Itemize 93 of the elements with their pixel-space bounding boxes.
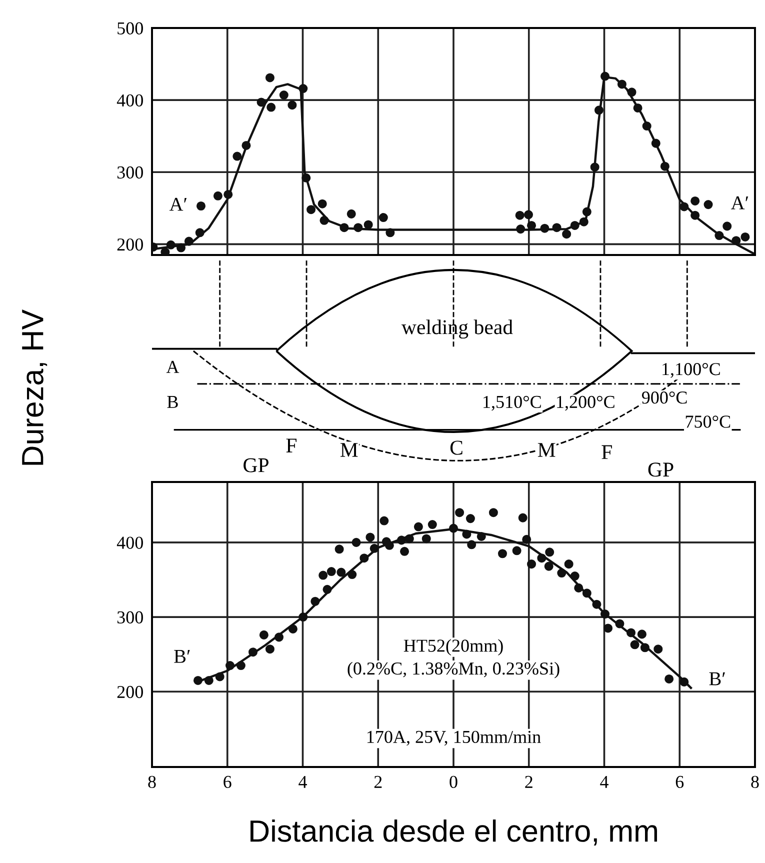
point xyxy=(570,220,580,230)
point xyxy=(320,216,329,225)
point xyxy=(256,98,266,107)
point xyxy=(690,196,700,206)
point xyxy=(306,205,316,214)
point xyxy=(515,210,524,220)
text: A xyxy=(166,360,180,373)
point xyxy=(279,90,288,100)
point xyxy=(364,220,373,230)
point xyxy=(242,140,251,150)
point xyxy=(617,80,626,89)
point xyxy=(651,138,660,148)
point xyxy=(590,162,600,172)
x-tick-label: 2 xyxy=(525,776,532,788)
point xyxy=(552,223,562,232)
y-axis-title: Dureza, HV xyxy=(22,310,48,465)
text: 900°C xyxy=(642,391,687,404)
point xyxy=(627,88,636,97)
point xyxy=(386,228,395,238)
text: C xyxy=(450,440,462,455)
point xyxy=(722,222,732,231)
annotation: (0.2%C, 1.38%Mn, 0.23%Si) xyxy=(348,662,560,678)
point xyxy=(579,217,588,226)
text: M xyxy=(340,443,358,457)
x-tick-label: 4 xyxy=(600,776,608,788)
point xyxy=(176,243,186,252)
x-tick-label: 6 xyxy=(676,776,684,788)
point xyxy=(166,240,176,250)
x-tick-label: 8 xyxy=(751,776,759,788)
point xyxy=(340,223,349,232)
x-tick-label: 2 xyxy=(374,776,382,788)
text: B xyxy=(167,396,178,408)
point xyxy=(660,162,670,171)
point xyxy=(562,230,572,239)
text: GP xyxy=(244,458,268,472)
text: GP xyxy=(648,462,674,477)
point xyxy=(633,103,642,113)
point xyxy=(540,224,550,233)
annotation: A′ xyxy=(730,196,748,210)
point xyxy=(704,200,713,210)
x-axis-title: Distancia desde el centro, mm xyxy=(250,819,657,846)
y-tick-label: 200 xyxy=(117,238,143,251)
text: F xyxy=(286,438,296,452)
y-tick-label: 300 xyxy=(117,611,143,624)
text: 750°C xyxy=(686,416,730,428)
point xyxy=(680,202,689,212)
point xyxy=(213,191,222,200)
point xyxy=(224,190,233,199)
point xyxy=(354,223,363,232)
point xyxy=(195,228,204,238)
y-tick-label: 400 xyxy=(116,94,143,107)
x-tick-label: 0 xyxy=(450,776,458,788)
text: M xyxy=(538,443,556,457)
point xyxy=(288,100,297,110)
point xyxy=(346,209,356,218)
point xyxy=(265,73,274,82)
point xyxy=(740,232,750,242)
point xyxy=(600,72,610,81)
point xyxy=(318,199,327,208)
point xyxy=(524,210,534,220)
y-tick-label: 500 xyxy=(118,22,143,34)
annotation: HT52(20mm) xyxy=(404,639,503,656)
text: 1,200°C xyxy=(557,396,614,411)
point xyxy=(160,248,170,255)
text: F xyxy=(602,445,612,459)
point xyxy=(196,201,206,211)
point xyxy=(690,210,700,220)
point xyxy=(184,236,194,246)
point xyxy=(298,84,308,94)
text: 1,100°C xyxy=(662,363,720,378)
point xyxy=(527,220,536,230)
annotation: B′ xyxy=(709,672,725,686)
point xyxy=(582,207,592,216)
point xyxy=(732,236,741,246)
point xyxy=(232,152,242,161)
annotation: A′ xyxy=(169,198,187,211)
point xyxy=(266,102,276,112)
point xyxy=(302,173,311,182)
x-tick-label: 4 xyxy=(298,776,307,788)
x-tick-label: 8 xyxy=(148,776,156,788)
annotation: B′ xyxy=(174,650,190,663)
annotation: 170A, 25V, 150mm/min xyxy=(367,730,541,746)
y-tick-label: 300 xyxy=(117,166,143,179)
point xyxy=(594,106,604,115)
y-tick-label: 400 xyxy=(116,536,143,549)
text: welding bead xyxy=(401,320,513,339)
point xyxy=(642,121,652,131)
point xyxy=(516,224,526,234)
text: 1,510°C xyxy=(484,396,541,411)
point xyxy=(714,231,724,240)
y-tick-label: 200 xyxy=(117,686,143,698)
point xyxy=(378,213,388,222)
x-tick-label: 6 xyxy=(224,776,232,788)
